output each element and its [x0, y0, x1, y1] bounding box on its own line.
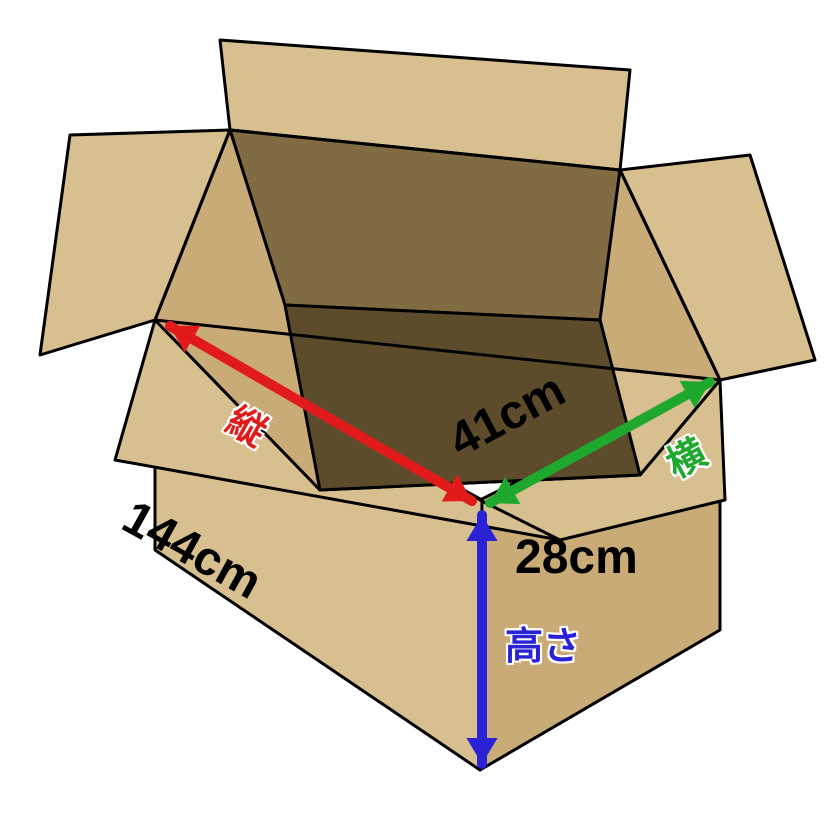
height-axis-label: 高さ: [505, 615, 581, 670]
box-dimension-diagram: 縦 144cm 横 41cm 高さ 28cm: [0, 0, 830, 830]
height-value: 28cm: [515, 530, 638, 585]
cardboard-box: [0, 0, 830, 830]
